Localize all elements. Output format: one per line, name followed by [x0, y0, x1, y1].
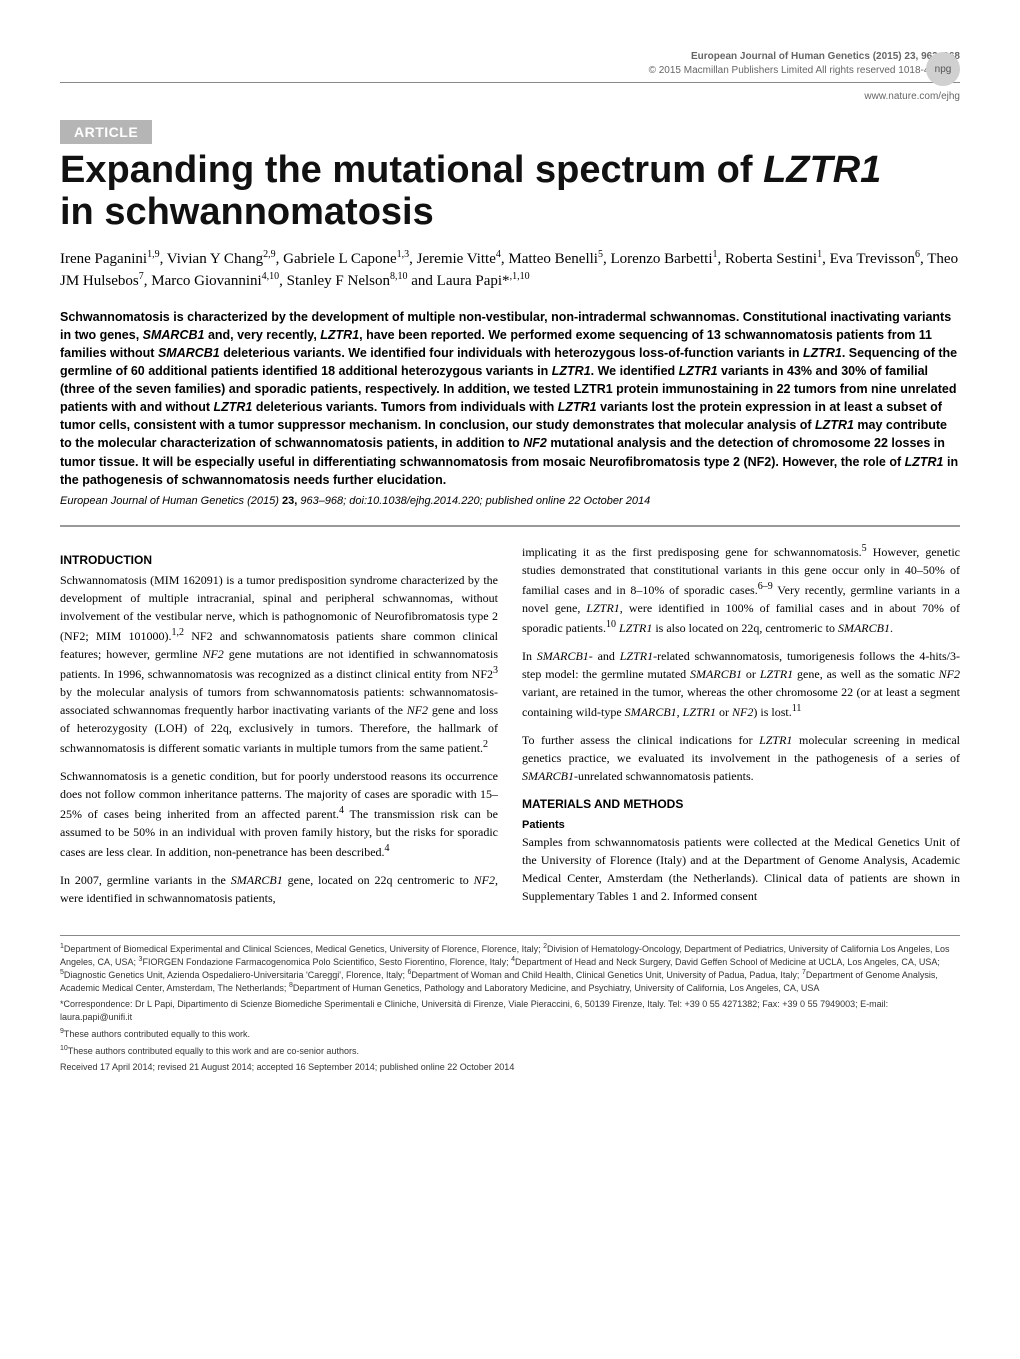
intro-p2: Schwannomatosis is a genetic condition, …	[60, 767, 498, 861]
journal-line: European Journal of Human Genetics (2015…	[60, 50, 960, 64]
intro-p1: Schwannomatosis (MIM 162091) is a tumor …	[60, 571, 498, 757]
article-badge: ARTICLE	[60, 120, 152, 144]
intro-p5: In SMARCB1- and LZTR1-related schwannoma…	[522, 647, 960, 721]
affil-p1: 1Department of Biomedical Experimental a…	[60, 942, 960, 995]
header-rule	[60, 82, 960, 83]
subheading-patients: Patients	[522, 817, 960, 834]
header-meta: European Journal of Human Genetics (2015…	[60, 50, 960, 78]
citation-journal: European Journal of Human Genetics	[60, 495, 244, 507]
page: npg European Journal of Human Genetics (…	[0, 0, 1020, 1117]
affil-p4: 10These authors contributed equally to t…	[60, 1044, 960, 1057]
title-line2: in schwannomatosis	[60, 191, 434, 233]
column-left: INTRODUCTION Schwannomatosis (MIM 162091…	[60, 541, 498, 917]
intro-p6: To further assess the clinical indicatio…	[522, 731, 960, 785]
affiliations: 1Department of Biomedical Experimental a…	[60, 942, 960, 1073]
heading-introduction: INTRODUCTION	[60, 551, 498, 569]
heading-methods: MATERIALS AND METHODS	[522, 795, 960, 813]
affil-p5: Received 17 April 2014; revised 21 Augus…	[60, 1061, 960, 1073]
two-column-body: INTRODUCTION Schwannomatosis (MIM 162091…	[60, 541, 960, 917]
abstract: Schwannomatosis is characterized by the …	[60, 308, 960, 489]
citation-volume: 23,	[282, 495, 297, 507]
section-rule	[60, 525, 960, 527]
npg-badge: npg	[926, 52, 960, 86]
article-title: Expanding the mutational spectrum of LZT…	[60, 150, 960, 234]
intro-p4: implicating it as the first predisposing…	[522, 541, 960, 637]
citation-rest: (2015)	[244, 495, 282, 507]
website-link: www.nature.com/ejhg	[60, 91, 960, 102]
citation-pages: 963–968; doi:10.1038/ejhg.2014.220; publ…	[297, 495, 650, 507]
author-list: Irene Paganini1,9, Vivian Y Chang2,9, Ga…	[60, 248, 960, 292]
column-right: implicating it as the first predisposing…	[522, 541, 960, 917]
affil-p2: *Correspondence: Dr L Papi, Dipartimento…	[60, 998, 960, 1022]
footer-rule	[60, 935, 960, 936]
title-line1-plain: Expanding the mutational spectrum of	[60, 149, 763, 191]
methods-p1: Samples from schwannomatosis patients we…	[522, 833, 960, 905]
intro-p3: In 2007, germline variants in the SMARCB…	[60, 871, 498, 907]
citation: European Journal of Human Genetics (2015…	[60, 495, 960, 507]
affil-p3: 9These authors contributed equally to th…	[60, 1027, 960, 1040]
title-line1-ital: LZTR1	[763, 149, 881, 191]
copyright-line: © 2015 Macmillan Publishers Limited All …	[60, 64, 960, 78]
